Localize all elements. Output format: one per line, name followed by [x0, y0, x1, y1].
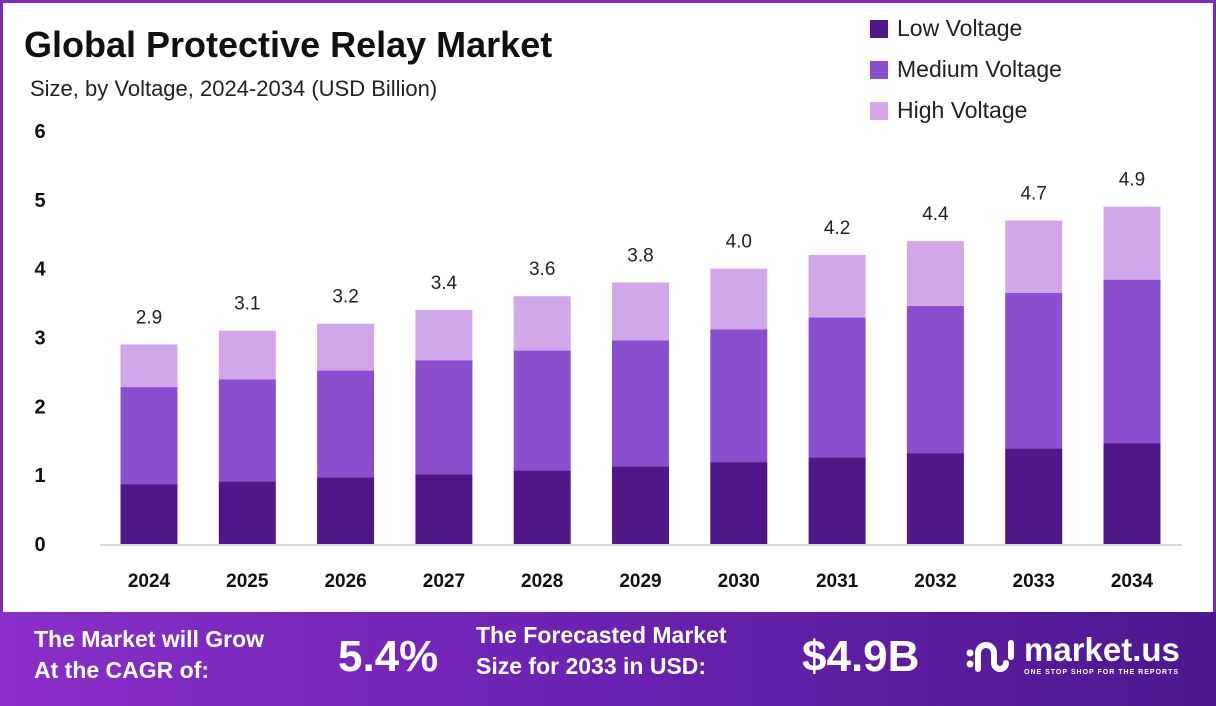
bar-segment-high-voltage — [612, 282, 669, 341]
bar-segment-high-voltage — [218, 330, 276, 380]
y-tick-label: 5 — [34, 190, 45, 212]
logo-tagline: ONE STOP SHOP FOR THE REPORTS — [1024, 669, 1180, 676]
data-label-total: 3.1 — [234, 294, 260, 315]
x-tick-label: 2031 — [816, 571, 859, 592]
summary-banner: The Market will Grow At the CAGR of: 5.4… — [0, 612, 1216, 706]
legend-item-low-voltage: Low Voltage — [870, 8, 1062, 49]
data-label-total: 4.2 — [824, 218, 850, 239]
bar-segment-high-voltage — [120, 344, 178, 388]
bar-segment-low-voltage — [218, 481, 276, 544]
x-tick-label: 2024 — [128, 571, 171, 592]
x-tick-label: 2033 — [1013, 571, 1055, 592]
y-tick-label: 1 — [34, 465, 45, 487]
bar-segment-low-voltage — [317, 477, 375, 544]
forecast-label-line1: The Forecasted Market — [476, 622, 727, 648]
y-tick-label: 0 — [34, 534, 45, 556]
bar-segment-medium-voltage — [612, 340, 669, 467]
bar-segment-low-voltage — [808, 457, 866, 544]
legend-label: Low Voltage — [897, 15, 1023, 41]
bar-segment-low-voltage — [612, 466, 669, 544]
bar-segment-low-voltage — [415, 474, 473, 544]
bar-segment-high-voltage — [1103, 206, 1161, 280]
bar-segment-medium-voltage — [808, 317, 866, 458]
x-tick-label: 2032 — [914, 571, 956, 592]
x-tick-label: 2026 — [324, 571, 366, 592]
x-tick-label: 2025 — [226, 571, 269, 592]
bar-segment-low-voltage — [710, 462, 768, 544]
bar-segment-medium-voltage — [1005, 292, 1063, 449]
forecast-value: $4.9B — [802, 632, 920, 681]
x-tick-label: 2034 — [1111, 571, 1154, 592]
data-label-total: 4.0 — [726, 232, 752, 253]
data-label-total: 2.9 — [136, 307, 162, 328]
x-tick-label: 2030 — [718, 571, 760, 592]
forecast-label-line2: Size for 2033 in USD: — [476, 653, 707, 679]
x-tick-label: 2027 — [423, 571, 465, 592]
forecast-label: The Forecasted Market Size for 2033 in U… — [476, 620, 727, 682]
cagr-value: 5.4% — [338, 632, 439, 681]
data-label-total: 4.7 — [1020, 183, 1046, 204]
bar-segment-high-voltage — [710, 268, 768, 330]
y-tick-label: 2 — [34, 396, 45, 418]
legend-item-medium-voltage: Medium Voltage — [870, 49, 1062, 90]
chart-subtitle: Size, by Voltage, 2024-2034 (USD Billion… — [30, 76, 438, 101]
bar-segment-high-voltage — [1005, 220, 1063, 293]
market-us-logo: market.us ONE STOP SHOP FOR THE REPORTS — [966, 632, 1180, 678]
bar-segment-medium-voltage — [317, 370, 375, 478]
logo-text: market.us — [1024, 631, 1180, 668]
legend-item-high-voltage: High Voltage — [870, 90, 1062, 131]
bar-segment-high-voltage — [808, 254, 866, 318]
legend-swatch-medium — [870, 60, 888, 79]
legend-label: High Voltage — [897, 97, 1028, 123]
bar-segment-low-voltage — [120, 484, 178, 544]
bar-segment-medium-voltage — [120, 387, 178, 485]
x-tick-label: 2028 — [521, 571, 563, 592]
bar-segment-low-voltage — [1005, 448, 1063, 544]
bar-segment-high-voltage — [415, 309, 473, 361]
y-tick-label: 4 — [34, 259, 46, 281]
bar-segment-high-voltage — [906, 241, 964, 306]
legend-swatch-low — [870, 19, 888, 38]
cagr-label-line1: The Market will Grow — [34, 626, 265, 652]
bar-segment-high-voltage — [317, 323, 375, 371]
bar-segment-medium-voltage — [513, 350, 571, 471]
bar-chart: 0 1 2 3 4 5 6 2.9 2024 3.1 2025 3.2 2026 3.4 2027 3.6 20… — [34, 121, 1182, 592]
legend-label: Medium Voltage — [897, 56, 1062, 82]
bar-segment-medium-voltage — [710, 329, 768, 463]
cagr-label-line2: At the CAGR of: — [34, 657, 210, 683]
bar-segment-medium-voltage — [906, 305, 964, 454]
x-tick-label: 2029 — [619, 571, 661, 592]
data-label-total: 3.2 — [332, 287, 358, 308]
y-tick-label: 6 — [34, 121, 45, 143]
legend-swatch-high — [870, 101, 888, 120]
legend: Low Voltage Medium Voltage High Voltage — [870, 8, 1062, 131]
bar-segment-medium-voltage — [415, 360, 473, 475]
logo-mark-icon — [966, 640, 1014, 672]
bar-segment-medium-voltage — [1103, 279, 1161, 444]
data-label-total: 4.4 — [922, 204, 949, 225]
bar-segment-low-voltage — [513, 470, 571, 544]
data-label-total: 4.9 — [1119, 170, 1145, 191]
bar-segment-low-voltage — [1103, 443, 1161, 544]
data-label-total: 3.4 — [431, 273, 458, 294]
bar-segment-medium-voltage — [218, 379, 276, 482]
data-label-total: 3.8 — [627, 245, 653, 266]
bar-segment-low-voltage — [906, 453, 964, 544]
data-label-total: 3.6 — [529, 259, 555, 280]
chart-title: Global Protective Relay Market — [24, 24, 553, 65]
bar-segment-high-voltage — [513, 296, 571, 351]
y-tick-label: 3 — [34, 328, 45, 350]
cagr-label: The Market will Grow At the CAGR of: — [34, 624, 264, 686]
